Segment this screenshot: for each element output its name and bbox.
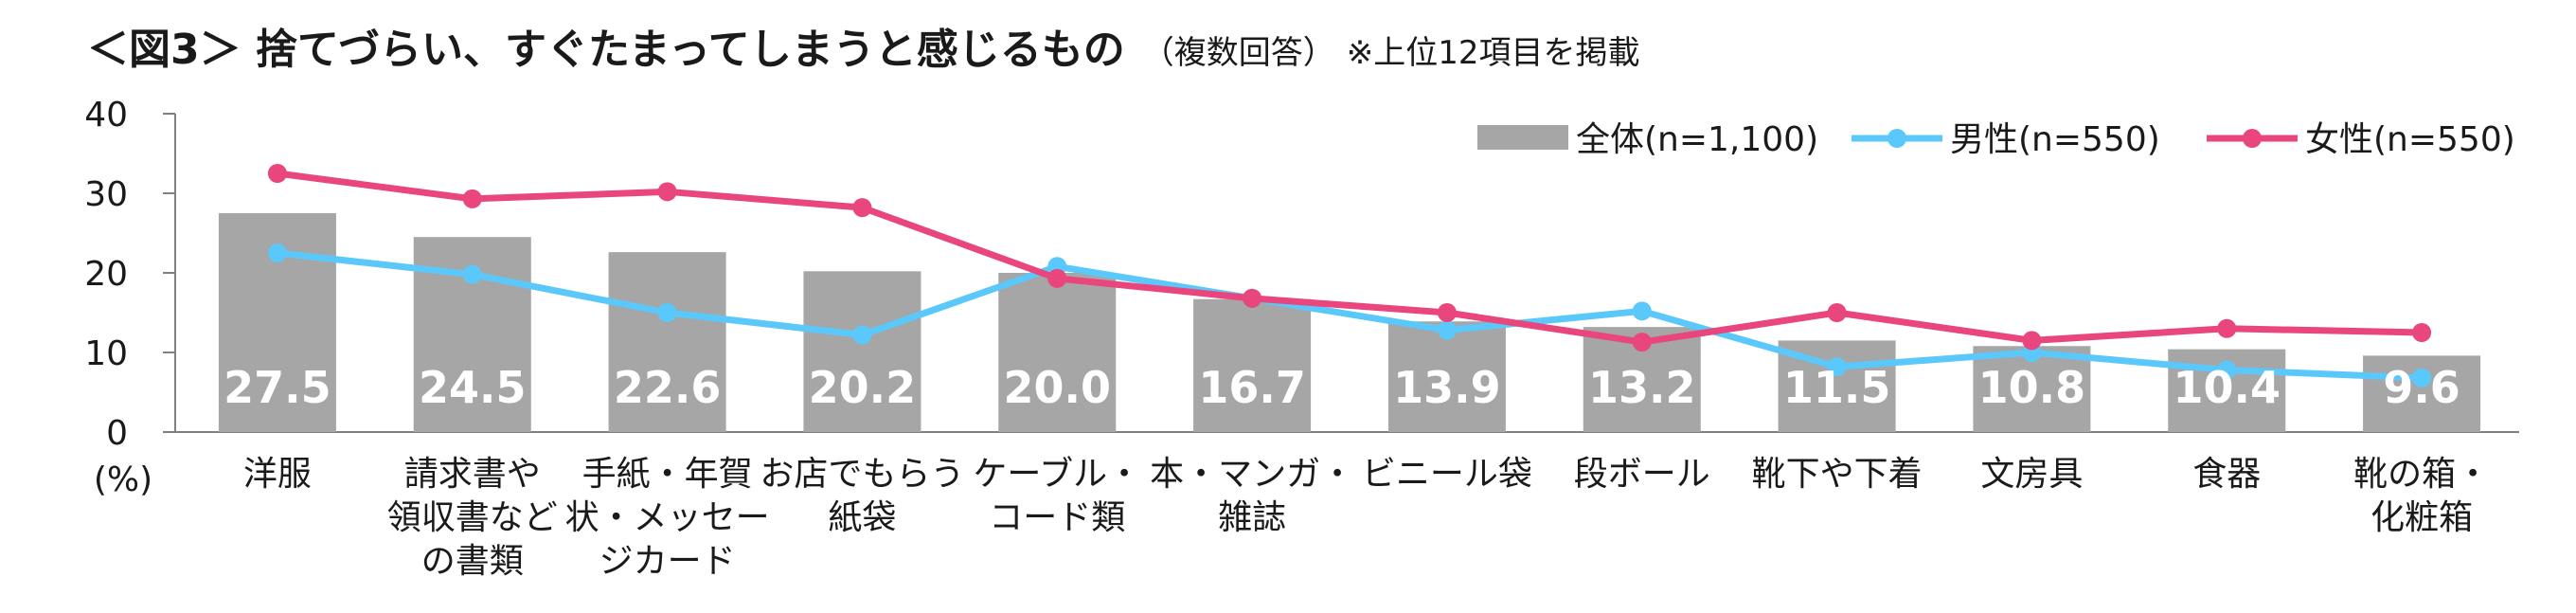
category-label: 文房具 [1980,455,2083,494]
category-label: 領収書など [387,498,558,537]
legend-swatch-bar [1477,125,1568,150]
bar-value-label: 20.0 [1004,362,1112,413]
y-tick-label: 0 [106,414,128,453]
bar-value-label: 9.6 [2383,362,2460,413]
y-tick-label: 40 [84,96,128,135]
chart-note: ※上位12項目を掲載 [1346,34,1640,72]
category-label: 紙袋 [828,498,896,537]
y-tick-label: 10 [84,334,128,373]
series-point-female [657,182,677,202]
line-layer [267,164,2432,388]
bar-all [1387,321,1506,432]
bar-value-label: 16.7 [1198,362,1306,413]
series-line-male [277,249,2423,382]
chart-title-row: ＜図3＞ 捨てづらい、すぐたまってしまうと感じるもの （複数回答） ※上位12項目を… [87,15,1640,81]
axis-layer: 0 10 20 30 40 (%) [84,96,2519,499]
series-point-female [267,164,287,183]
series-point-male [2412,368,2432,388]
series-point-female [2412,323,2432,342]
category-label: 状・メッセー [565,498,770,537]
category-label: 靴下や下着 [1752,455,1923,494]
series-point-female [2217,318,2237,338]
y-tick-label: 30 [84,175,128,214]
bar-all [803,271,921,432]
bar-value-label: 24.5 [419,362,527,413]
category-label: ジカード [599,542,736,581]
series-point-male [462,264,482,284]
category-label: ビニール袋 [1362,455,1532,494]
series-point-male [657,303,677,322]
series-line-female [277,170,2423,346]
legend-marker-female [2243,129,2262,148]
bar-all [2363,355,2481,432]
series-point-male [1827,357,1847,377]
series-point-male [852,325,872,345]
series-point-female [1827,303,1847,322]
category-label: 本・マンガ・ [1150,455,1354,494]
chart-title: ＜図3＞ 捨てづらい、すぐたまってしまうと感じるもの [87,26,1125,74]
category-label: 靴の箱・ [2353,455,2490,494]
legend-label-bar: 全体(n=1,100) [1576,120,1818,159]
y-tick-label: 20 [84,255,128,294]
bar-all [608,252,726,432]
bar-value-label: 20.2 [809,362,917,413]
chart-subtitle: （複数回答） [1141,34,1335,72]
bar-value-label: 27.5 [224,362,331,413]
series-point-male [1437,320,1457,340]
category-label: 請求書や [404,455,541,494]
bar-all [1193,298,1312,432]
bar-value-label: 10.8 [1978,362,2086,413]
legend: 全体(n=1,100) 男性(n=550) 女性(n=550) [1477,120,2515,159]
category-label: 洋服 [243,455,312,494]
bar-all [998,273,1117,432]
y-unit-label: (%) [94,460,152,499]
legend-label-male: 男性(n=550) [1950,120,2160,159]
label-layer: 27.5 24.5 22.6 20.2 20.0 16.7 13.9 13.2 11.5 10.8… [224,362,2490,581]
bar-layer [218,213,2481,432]
series-point-male [267,243,287,262]
bar-value-label: 13.9 [1393,362,1501,413]
category-label: 雑誌 [1218,498,1286,537]
category-label: コード類 [989,498,1125,537]
series-point-female [1632,333,1652,352]
category-label: お店でもらう [760,455,964,494]
category-label: 化粧箱 [2370,498,2473,537]
series-point-female [1047,268,1067,288]
series-point-male [2217,360,2237,380]
series-point-female [852,198,872,218]
series-point-male [1632,301,1652,321]
bar-value-label: 10.4 [2174,362,2281,413]
series-point-female [462,189,482,208]
bar-value-label: 13.2 [1588,362,1696,413]
category-label: ケーブル・ [973,455,1141,494]
category-label: 段ボール [1574,455,1710,494]
category-label: 食器 [2192,455,2261,494]
category-label: の書類 [421,542,524,581]
series-point-female [1243,288,1262,308]
series-point-female [2022,331,2042,351]
bar-value-label: 22.6 [614,362,722,413]
bar-value-label: 11.5 [1783,362,1891,413]
legend-marker-male [1887,129,1906,148]
series-point-female [1437,303,1457,322]
legend-label-female: 女性(n=550) [2305,120,2515,159]
category-label: 手紙・年賀 [582,455,753,494]
